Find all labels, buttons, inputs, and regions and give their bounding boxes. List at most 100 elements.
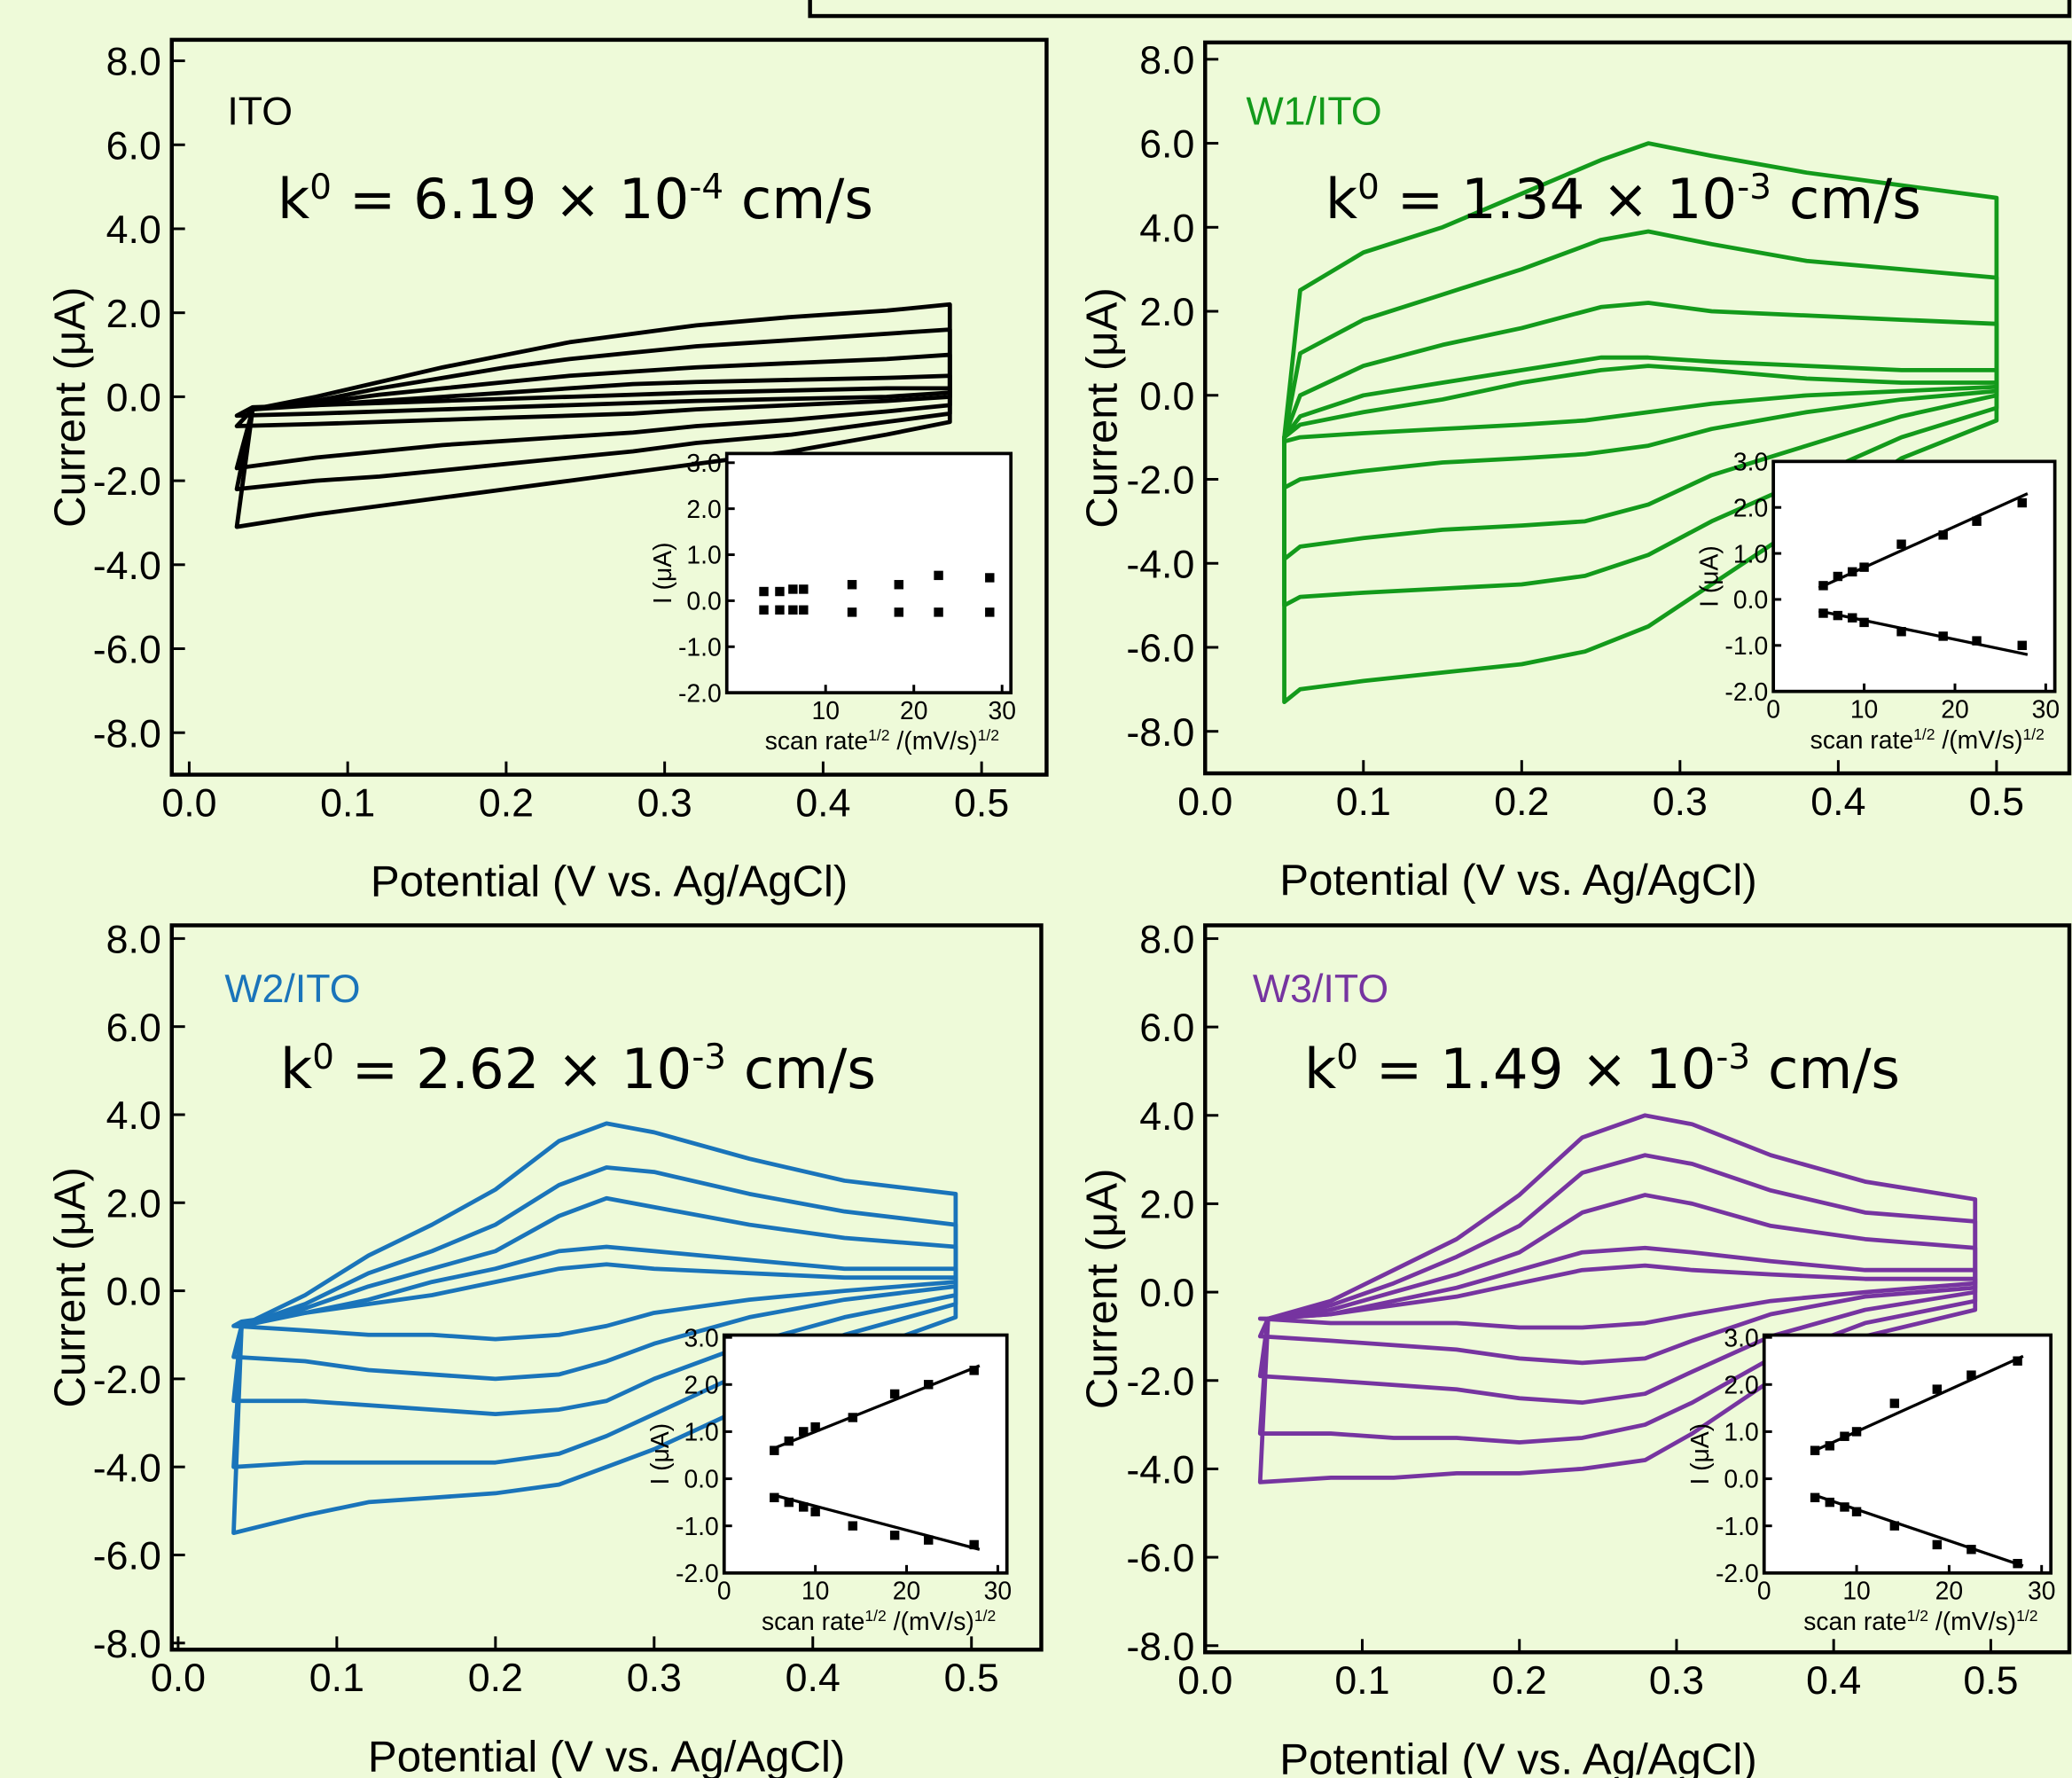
header-box — [808, 0, 2072, 19]
x-tick-label: 0.1 — [320, 782, 375, 826]
inset-x-axis-label-part: scan rate — [765, 726, 868, 755]
cv-curve — [1257, 1263, 1978, 1330]
rate-constant-part: = 1.49 × 10 — [1358, 1037, 1716, 1101]
inset-x-axis-label-part: 1/2 — [2023, 725, 2045, 743]
y-tick-label: -6.0 — [1126, 627, 1194, 670]
data-point — [985, 607, 995, 617]
y-tick-label: -6.0 — [93, 629, 161, 672]
y-tick-label: -2.0 — [93, 1359, 161, 1402]
data-point — [1938, 530, 1948, 540]
cv-curve — [234, 352, 952, 471]
y-axis-label: Current (μA) — [1077, 1169, 1126, 1410]
y-tick-label: 1.0 — [1733, 539, 1768, 568]
cv-curve — [1257, 1153, 1978, 1445]
sample-label: ITO — [227, 90, 293, 133]
y-tick-label: -4.0 — [1126, 543, 1194, 586]
x-tick-label: 0.0 — [161, 782, 216, 826]
plot-frame — [169, 923, 1044, 1652]
x-tick-label: 0.1 — [1336, 780, 1391, 824]
rate-constant-part: = 1.34 × 10 — [1380, 167, 1737, 231]
x-tick-label: 0 — [717, 1577, 731, 1605]
sample-label: W2/ITO — [224, 967, 360, 1011]
rate-constant-part: k — [278, 167, 310, 231]
x-tick-label: 30 — [984, 1577, 1012, 1605]
data-point — [969, 1366, 979, 1375]
rate-constant-part: k — [1325, 167, 1358, 231]
y-tick-label: 8.0 — [1139, 919, 1194, 962]
y-tick-label: 0.0 — [1724, 1465, 1758, 1493]
x-tick-label: 0.2 — [468, 1657, 523, 1700]
data-point — [1833, 571, 1843, 582]
inset-x-axis-label: scan rate1/2 /(mV/s)1/2 — [765, 726, 999, 755]
data-point — [1851, 1507, 1862, 1516]
data-point — [889, 1389, 900, 1399]
rate-constant-part: cm/s — [723, 167, 873, 231]
sample-label: W1/ITO — [1246, 90, 1381, 133]
fit-line — [1818, 609, 2029, 656]
data-point — [1825, 1497, 1835, 1508]
y-axis-label: Current (μA) — [45, 286, 94, 528]
data-point — [770, 1445, 779, 1455]
data-point — [924, 1380, 934, 1390]
data-point — [1932, 1539, 1943, 1550]
inset-x-axis-label-part: scan rate — [1810, 725, 1913, 754]
y-tick-label: -6.0 — [1126, 1537, 1194, 1580]
x-tick-label: 0.5 — [1969, 780, 2024, 824]
y-tick-label: -8.0 — [93, 1623, 161, 1666]
inset-x-axis-label-part: scan rate — [1803, 1607, 1906, 1635]
x-tick-label: 30 — [2028, 1577, 2055, 1605]
y-tick-label: -2.0 — [676, 1559, 719, 1587]
data-point — [788, 605, 798, 615]
data-point — [799, 605, 809, 615]
x-tick-label: 10 — [811, 696, 839, 725]
rate-constant-part: -3 — [1716, 1037, 1750, 1077]
cv-curve — [1282, 301, 1999, 561]
x-tick-label: 0.3 — [1649, 1659, 1704, 1703]
data-point — [810, 1422, 820, 1432]
y-tick-label: 8.0 — [1139, 39, 1194, 82]
x-tick-label: 10 — [801, 1577, 829, 1605]
data-point — [889, 1531, 900, 1540]
rate-constant-part: -3 — [692, 1037, 726, 1077]
x-axis-label: Potential (V vs. Ag/AgCl) — [368, 1732, 845, 1778]
y-tick-label: 2.0 — [686, 495, 721, 523]
x-tick-label: 20 — [1941, 694, 1968, 723]
inset-background — [726, 453, 1012, 693]
data-point — [894, 580, 904, 590]
plot-frame — [1203, 40, 2072, 776]
inset-frame — [1771, 459, 2057, 693]
y-tick-label: 0.0 — [106, 1271, 161, 1314]
x-tick-label: 0.0 — [151, 1657, 206, 1700]
y-tick-label: -4.0 — [93, 1446, 161, 1490]
y-tick-label: 0.0 — [684, 1465, 718, 1493]
y-tick-label: 0.0 — [1139, 375, 1194, 419]
rate-constant-part: 0 — [312, 1037, 334, 1077]
inset-y-axis-label: I (μA) — [645, 1423, 674, 1485]
plot-frame — [169, 37, 1049, 777]
inset-x-axis-label-part: 1/2 — [974, 1607, 996, 1625]
x-tick-label: 30 — [988, 696, 1015, 725]
y-tick-label: 0.0 — [106, 376, 161, 419]
sample-label: W3/ITO — [1253, 967, 1388, 1011]
y-tick-label: 2.0 — [1724, 1370, 1758, 1398]
data-point — [1810, 1492, 1820, 1503]
x-tick-label: 20 — [893, 1577, 920, 1605]
y-tick-label: -2.0 — [93, 460, 161, 504]
y-tick-label: -8.0 — [93, 712, 161, 756]
cv-curve — [231, 1262, 958, 1342]
x-axis-label: Potential (V vs. Ag/AgCl) — [371, 858, 848, 906]
data-point — [924, 1535, 934, 1545]
y-tick-label: 3.0 — [684, 1323, 718, 1351]
rate-constant: k0 = 2.62 × 10-3 cm/s — [280, 1037, 876, 1101]
inset-y-axis-label: I (μA) — [648, 542, 676, 604]
x-tick-label: 10 — [1850, 694, 1878, 723]
data-point — [784, 1497, 794, 1508]
data-point — [2017, 640, 2027, 651]
rate-constant: k0 = 1.49 × 10-3 cm/s — [1304, 1037, 1900, 1101]
data-point — [969, 1539, 979, 1550]
x-tick-label: 0.4 — [1810, 780, 1865, 824]
rate-constant-part: -4 — [689, 168, 723, 208]
x-tick-label: 0 — [1766, 694, 1780, 723]
y-tick-label: -1.0 — [678, 632, 722, 661]
